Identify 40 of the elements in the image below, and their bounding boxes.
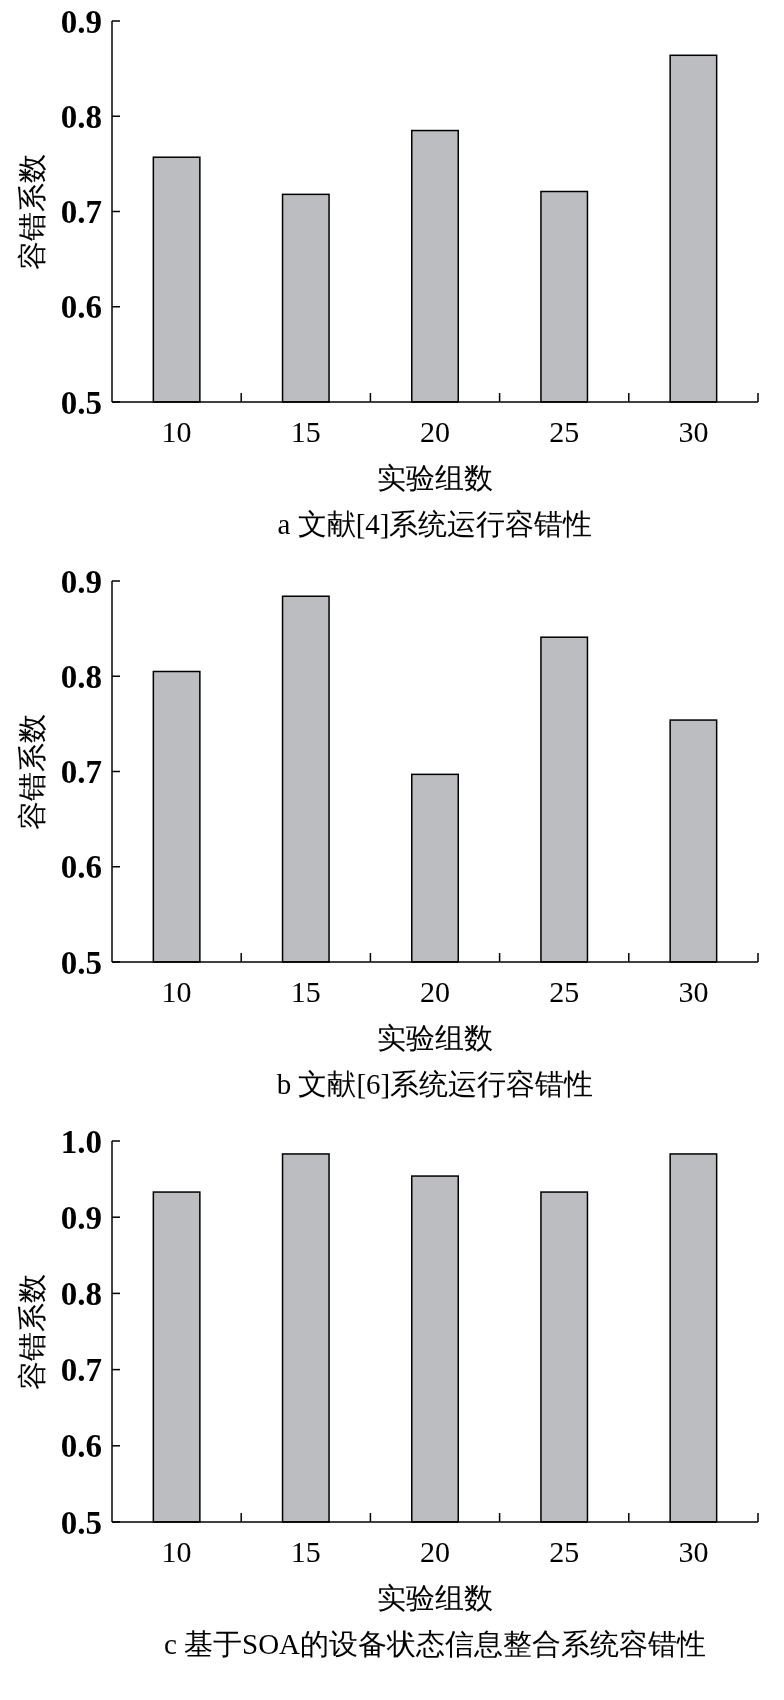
y-tick-label: 0.9 [60, 3, 102, 40]
y-tick-label: 0.8 [60, 1275, 102, 1312]
y-tick-label: 0.5 [60, 1504, 102, 1541]
x-tick-label: 25 [549, 975, 580, 1008]
x-tick-label: 20 [420, 975, 450, 1008]
x-tick-label: 25 [549, 415, 580, 448]
y-tick-label: 1.0 [60, 1123, 102, 1160]
x-axis-title: 实验组数 [377, 1582, 493, 1614]
x-axis-title: 实验组数 [377, 462, 493, 494]
x-tick-label: 15 [290, 1535, 321, 1568]
x-tick-label: 30 [678, 1535, 709, 1568]
x-tick-label: 10 [161, 415, 192, 448]
x-tick-label: 10 [161, 975, 192, 1008]
y-tick-label: 0.7 [60, 194, 102, 231]
y-tick-label: 0.5 [60, 384, 102, 421]
y-tick-label: 0.7 [60, 1352, 102, 1389]
text: a 文献[4]系统运行容错性 [277, 508, 593, 540]
y-tick-label: 0.9 [60, 1199, 102, 1236]
y-tick-label: 0.6 [60, 849, 102, 886]
x-tick-label: 10 [161, 1535, 192, 1568]
y-axis-title: 容错系数 [16, 713, 48, 830]
x-tick-label: 15 [290, 415, 321, 448]
x-tick-label: 20 [420, 415, 450, 448]
x-tick-label: 20 [420, 1535, 450, 1568]
x-tick-label: 30 [678, 975, 709, 1008]
y-tick-label: 0.8 [60, 658, 102, 695]
x-axis-title: 实验组数 [377, 1022, 493, 1054]
x-tick-label: 25 [549, 1535, 580, 1568]
y-tick-label: 0.7 [60, 754, 102, 791]
x-tick-label: 30 [678, 415, 709, 448]
x-tick-label: 15 [290, 975, 321, 1008]
text: b 文献[6]系统运行容错性 [276, 1068, 594, 1100]
y-axis-title: 容错系数 [16, 153, 48, 270]
y-tick-label: 0.6 [60, 289, 102, 326]
y-tick-label: 0.8 [60, 98, 102, 135]
y-tick-label: 0.6 [60, 1428, 102, 1465]
text: c 基于SOA的设备状态信息整合系统容错性 [163, 1628, 707, 1660]
y-axis-title: 容错系数 [16, 1273, 48, 1390]
y-tick-label: 0.5 [60, 944, 102, 981]
y-tick-label: 0.9 [60, 563, 102, 600]
